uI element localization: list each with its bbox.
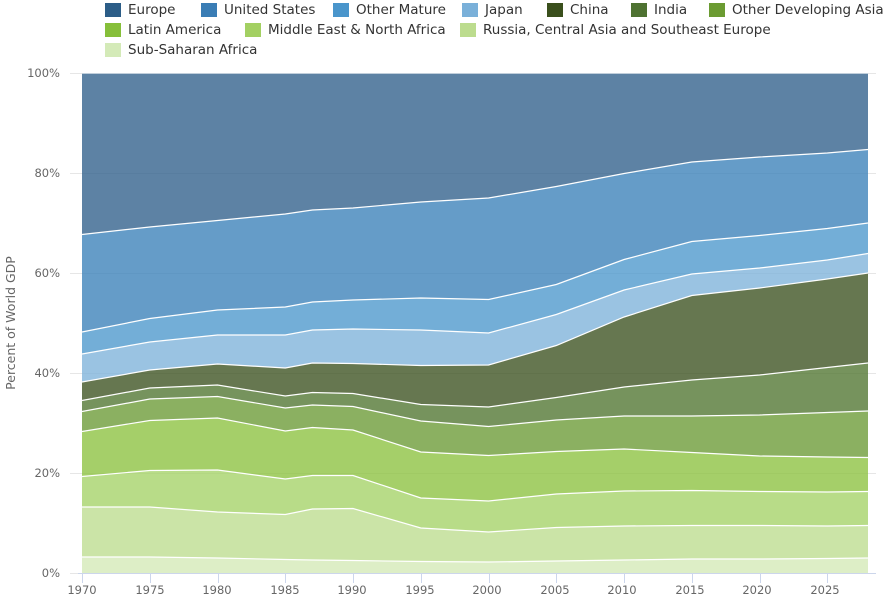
area-series (81, 72, 869, 573)
legend-item-sub-saharan-africa[interactable]: Sub-Saharan Africa (105, 40, 257, 60)
x-tick-label: 1975 (135, 583, 164, 597)
area-latin-america[interactable] (82, 418, 868, 501)
area-united-states[interactable] (82, 149, 868, 333)
legend-label: Japan (485, 2, 523, 18)
legend-swatch (245, 23, 261, 37)
area-india[interactable] (82, 363, 868, 427)
axes (78, 573, 876, 583)
legend-label: India (654, 2, 688, 18)
y-tick-label: 60% (34, 266, 60, 280)
area-other-developing-asia[interactable] (82, 396, 868, 458)
legend-swatch (333, 3, 349, 17)
legend-swatch (105, 43, 121, 57)
x-tick-label: 2005 (540, 583, 569, 597)
y-axis-title: Percent of World GDP (3, 256, 18, 390)
area-china[interactable] (82, 273, 868, 407)
area-middle-east-north-africa[interactable] (82, 470, 868, 532)
y-axis-ticks: 0% 20% 40% 60% 80% 100% (27, 66, 60, 580)
y-tick-label: 80% (34, 166, 60, 180)
series-line-other-mature (81, 222, 869, 333)
legend-item-united-states[interactable]: United States (201, 0, 315, 20)
x-tick-label: 1980 (202, 583, 231, 597)
x-axis-ticks: 1970 1975 1980 1985 1990 1995 2000 2005 … (67, 583, 839, 597)
legend-label: Sub-Saharan Africa (128, 42, 258, 58)
legend-swatch (462, 3, 478, 17)
legend-label: Europe (128, 2, 176, 18)
area-japan[interactable] (82, 253, 868, 383)
series-line-china (81, 272, 869, 383)
legend-label: Latin America (128, 22, 222, 38)
series-line-india (81, 362, 869, 408)
series-line-united-states (81, 148, 869, 236)
series-line-sub-saharan-africa (82, 556, 869, 563)
x-tick-label: 1995 (405, 583, 434, 597)
legend-item-europe[interactable]: Europe (105, 0, 175, 20)
x-tick-label: 2025 (810, 583, 839, 597)
legend-swatch (105, 3, 121, 17)
x-tick-label: 2010 (607, 583, 636, 597)
legend-item-other-mature[interactable]: Other Mature (333, 0, 446, 20)
legend-label: China (570, 2, 609, 18)
legend-swatch (631, 3, 647, 17)
legend-item-russia-central-asia-se-europe[interactable]: Russia, Central Asia and Southeast Europ… (460, 20, 771, 40)
series-line-other-developing-asia (81, 395, 869, 428)
legend-label: Other Developing Asia (732, 2, 884, 18)
area-europe[interactable] (82, 73, 868, 235)
legend-swatch (201, 3, 217, 17)
legend-item-middle-east-north-africa[interactable]: Middle East & North Africa (245, 20, 446, 40)
x-tick-label: 2000 (472, 583, 501, 597)
legend-swatch (547, 3, 563, 17)
x-tick-label: 2015 (675, 583, 704, 597)
legend-item-japan[interactable]: Japan (462, 0, 523, 20)
legend-item-other-developing-asia[interactable]: Other Developing Asia (709, 0, 884, 20)
series-line-latin-america (81, 417, 869, 459)
x-tick-label: 1970 (67, 583, 96, 597)
legend-label: Other Mature (356, 2, 446, 18)
series-line-japan (81, 252, 869, 355)
legend-swatch (709, 3, 725, 17)
legend-swatch (460, 23, 476, 37)
x-tick-label: 1990 (337, 583, 366, 597)
y-tick-label: 100% (27, 66, 60, 80)
area-other-mature[interactable] (82, 223, 868, 354)
series-line-middle-east-north-africa (81, 469, 869, 502)
x-tick-label: 1985 (270, 583, 299, 597)
y-tick-label: 0% (42, 566, 60, 580)
legend-label: Russia, Central Asia and Southeast Europ… (483, 22, 771, 38)
y-tick-label: 20% (34, 466, 60, 480)
legend-item-india[interactable]: India (631, 0, 687, 20)
area-russia-central-asia-and-southeast-europe[interactable] (82, 507, 868, 562)
legend-item-china[interactable]: China (547, 0, 609, 20)
legend-item-latin-america[interactable]: Latin America (105, 20, 221, 40)
legend-label: Middle East & North Africa (268, 22, 446, 38)
x-tick-label: 2020 (742, 583, 771, 597)
y-tick-label: 40% (34, 366, 60, 380)
legend-label: United States (224, 2, 316, 18)
area-sub-saharan-africa[interactable] (82, 557, 868, 573)
legend-swatch (105, 23, 121, 37)
series-line-russia-central-asia-and-southeast-europe (82, 506, 869, 533)
